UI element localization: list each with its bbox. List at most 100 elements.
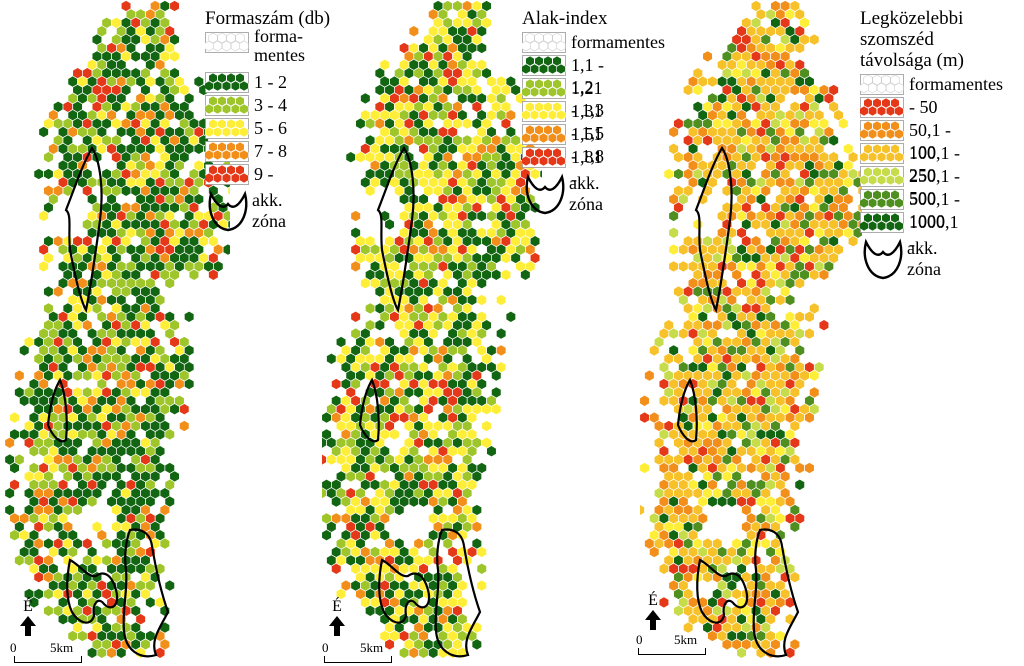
hex-cell xyxy=(505,310,517,323)
accumulation-zone-outline xyxy=(358,377,380,443)
hex-cell xyxy=(668,226,679,239)
legend-swatch xyxy=(860,212,904,233)
hex-cell xyxy=(38,209,49,223)
legend-zone-item: akk. zóna xyxy=(860,236,964,286)
hex-cell xyxy=(678,327,689,340)
hex-cell xyxy=(374,319,386,332)
legend-item: 500,1 - 1000 xyxy=(860,188,964,231)
hex-cell xyxy=(82,369,93,382)
hex-cell xyxy=(9,411,20,424)
scale-bar: 0 5km xyxy=(10,640,90,666)
hex-cell xyxy=(364,604,376,617)
hex-cell xyxy=(57,613,69,626)
zone-outline-icon xyxy=(208,190,248,232)
legend-item: formamentes xyxy=(522,31,665,54)
legend-swatch xyxy=(522,124,566,145)
legend-title: Alak-index xyxy=(522,8,608,29)
legend-label: 1000,1 - xyxy=(909,212,959,254)
hex-cell xyxy=(33,167,44,181)
accumulation-zone-outline xyxy=(752,528,800,658)
hex-cell xyxy=(702,134,713,147)
hex-cell xyxy=(384,638,395,651)
legend-swatch xyxy=(205,141,249,162)
hex-cell xyxy=(28,445,40,458)
hex-cell xyxy=(179,419,190,433)
hex-cell xyxy=(355,117,366,130)
map-panel-szomszed-tavolsag: Legközelebbi szomszéd távolsága (m) form… xyxy=(636,0,1024,666)
hex-cell xyxy=(789,571,801,584)
legend-swatch xyxy=(205,164,249,185)
hex-cell xyxy=(326,352,337,365)
hex-cell xyxy=(345,151,356,164)
legend-item: 9 - xyxy=(205,163,330,186)
hex-cell xyxy=(38,125,49,139)
hex-cell xyxy=(476,209,487,223)
hex-cell xyxy=(702,50,713,63)
legend-label: 1,21 - 1,3 xyxy=(571,78,604,120)
north-arrow-icon xyxy=(20,616,36,636)
hex-cell xyxy=(72,503,83,517)
legend-label: 100,1 - 250 xyxy=(909,143,960,185)
hex-cell xyxy=(663,167,674,181)
hex-cell xyxy=(331,377,342,391)
hex-cell xyxy=(227,186,230,196)
scale-line xyxy=(638,648,706,655)
hex-cell xyxy=(208,268,219,281)
legend-label: - 50 xyxy=(909,97,938,117)
hex-map-szomszed-tavolsag xyxy=(640,0,862,659)
legend-swatch xyxy=(522,101,566,122)
legend-swatch xyxy=(860,189,904,210)
hex-cell xyxy=(364,184,376,197)
legend-label: 50,1 - 100 xyxy=(909,120,951,162)
legend-label: 1,51 - 1,8 xyxy=(571,124,604,166)
hex-cell xyxy=(322,529,332,542)
legend-item: forma- mentes xyxy=(205,27,330,71)
hex-cell xyxy=(491,403,502,416)
hex-cell xyxy=(461,117,473,130)
hex-cell xyxy=(43,520,54,533)
hex-cell xyxy=(154,646,166,659)
hex-cell xyxy=(96,646,108,659)
hex-cell xyxy=(640,504,645,516)
hex-cell xyxy=(847,235,859,248)
hex-cell xyxy=(775,293,786,307)
legend-item: 1,31 - 1,5 xyxy=(522,100,607,143)
hex-cell xyxy=(640,461,650,475)
scale-zero-label: 0 xyxy=(322,640,329,655)
legend-zone-label: akk. zóna xyxy=(907,238,941,279)
hex-cell xyxy=(476,41,487,55)
hex-cell xyxy=(716,495,728,508)
legend-label: 1,31 - 1,5 xyxy=(571,101,604,143)
hex-cell xyxy=(101,537,112,550)
legend-szomszed-tavolsag: Legközelebbi szomszéd távolsága (m) form… xyxy=(860,8,1003,286)
hex-cell xyxy=(369,529,381,542)
legend-swatch xyxy=(522,147,566,168)
hex-cell xyxy=(394,503,405,517)
hex-cell xyxy=(86,495,98,508)
legend-swatch xyxy=(522,78,566,99)
hex-cell xyxy=(476,562,487,575)
scale-length-label: 5km xyxy=(360,640,384,655)
hex-cell xyxy=(345,470,356,483)
hex-cell xyxy=(539,169,542,179)
legend-label: forma- mentes xyxy=(254,26,305,65)
north-indicator: É xyxy=(643,592,663,630)
legend-swatch xyxy=(205,95,249,116)
hex-cell xyxy=(106,646,117,659)
legend-zone-label: akk. zóna xyxy=(252,190,286,231)
hex-cell xyxy=(746,461,757,475)
hex-cell xyxy=(682,83,694,97)
zone-outline-icon xyxy=(863,238,903,280)
hex-cell xyxy=(481,403,492,416)
legend-item: 1,21 - 1,3 xyxy=(522,77,607,120)
hex-cell xyxy=(222,243,230,256)
hex-cell xyxy=(481,419,492,433)
accumulation-zone-outline xyxy=(434,528,482,658)
zone-outline-icon xyxy=(525,173,565,215)
hex-cell xyxy=(9,529,20,542)
hex-cell xyxy=(350,209,361,223)
hex-cell xyxy=(418,495,429,508)
hex-cell xyxy=(818,319,830,332)
hex-cell xyxy=(62,184,74,197)
accumulation-zone-outline xyxy=(378,558,431,624)
